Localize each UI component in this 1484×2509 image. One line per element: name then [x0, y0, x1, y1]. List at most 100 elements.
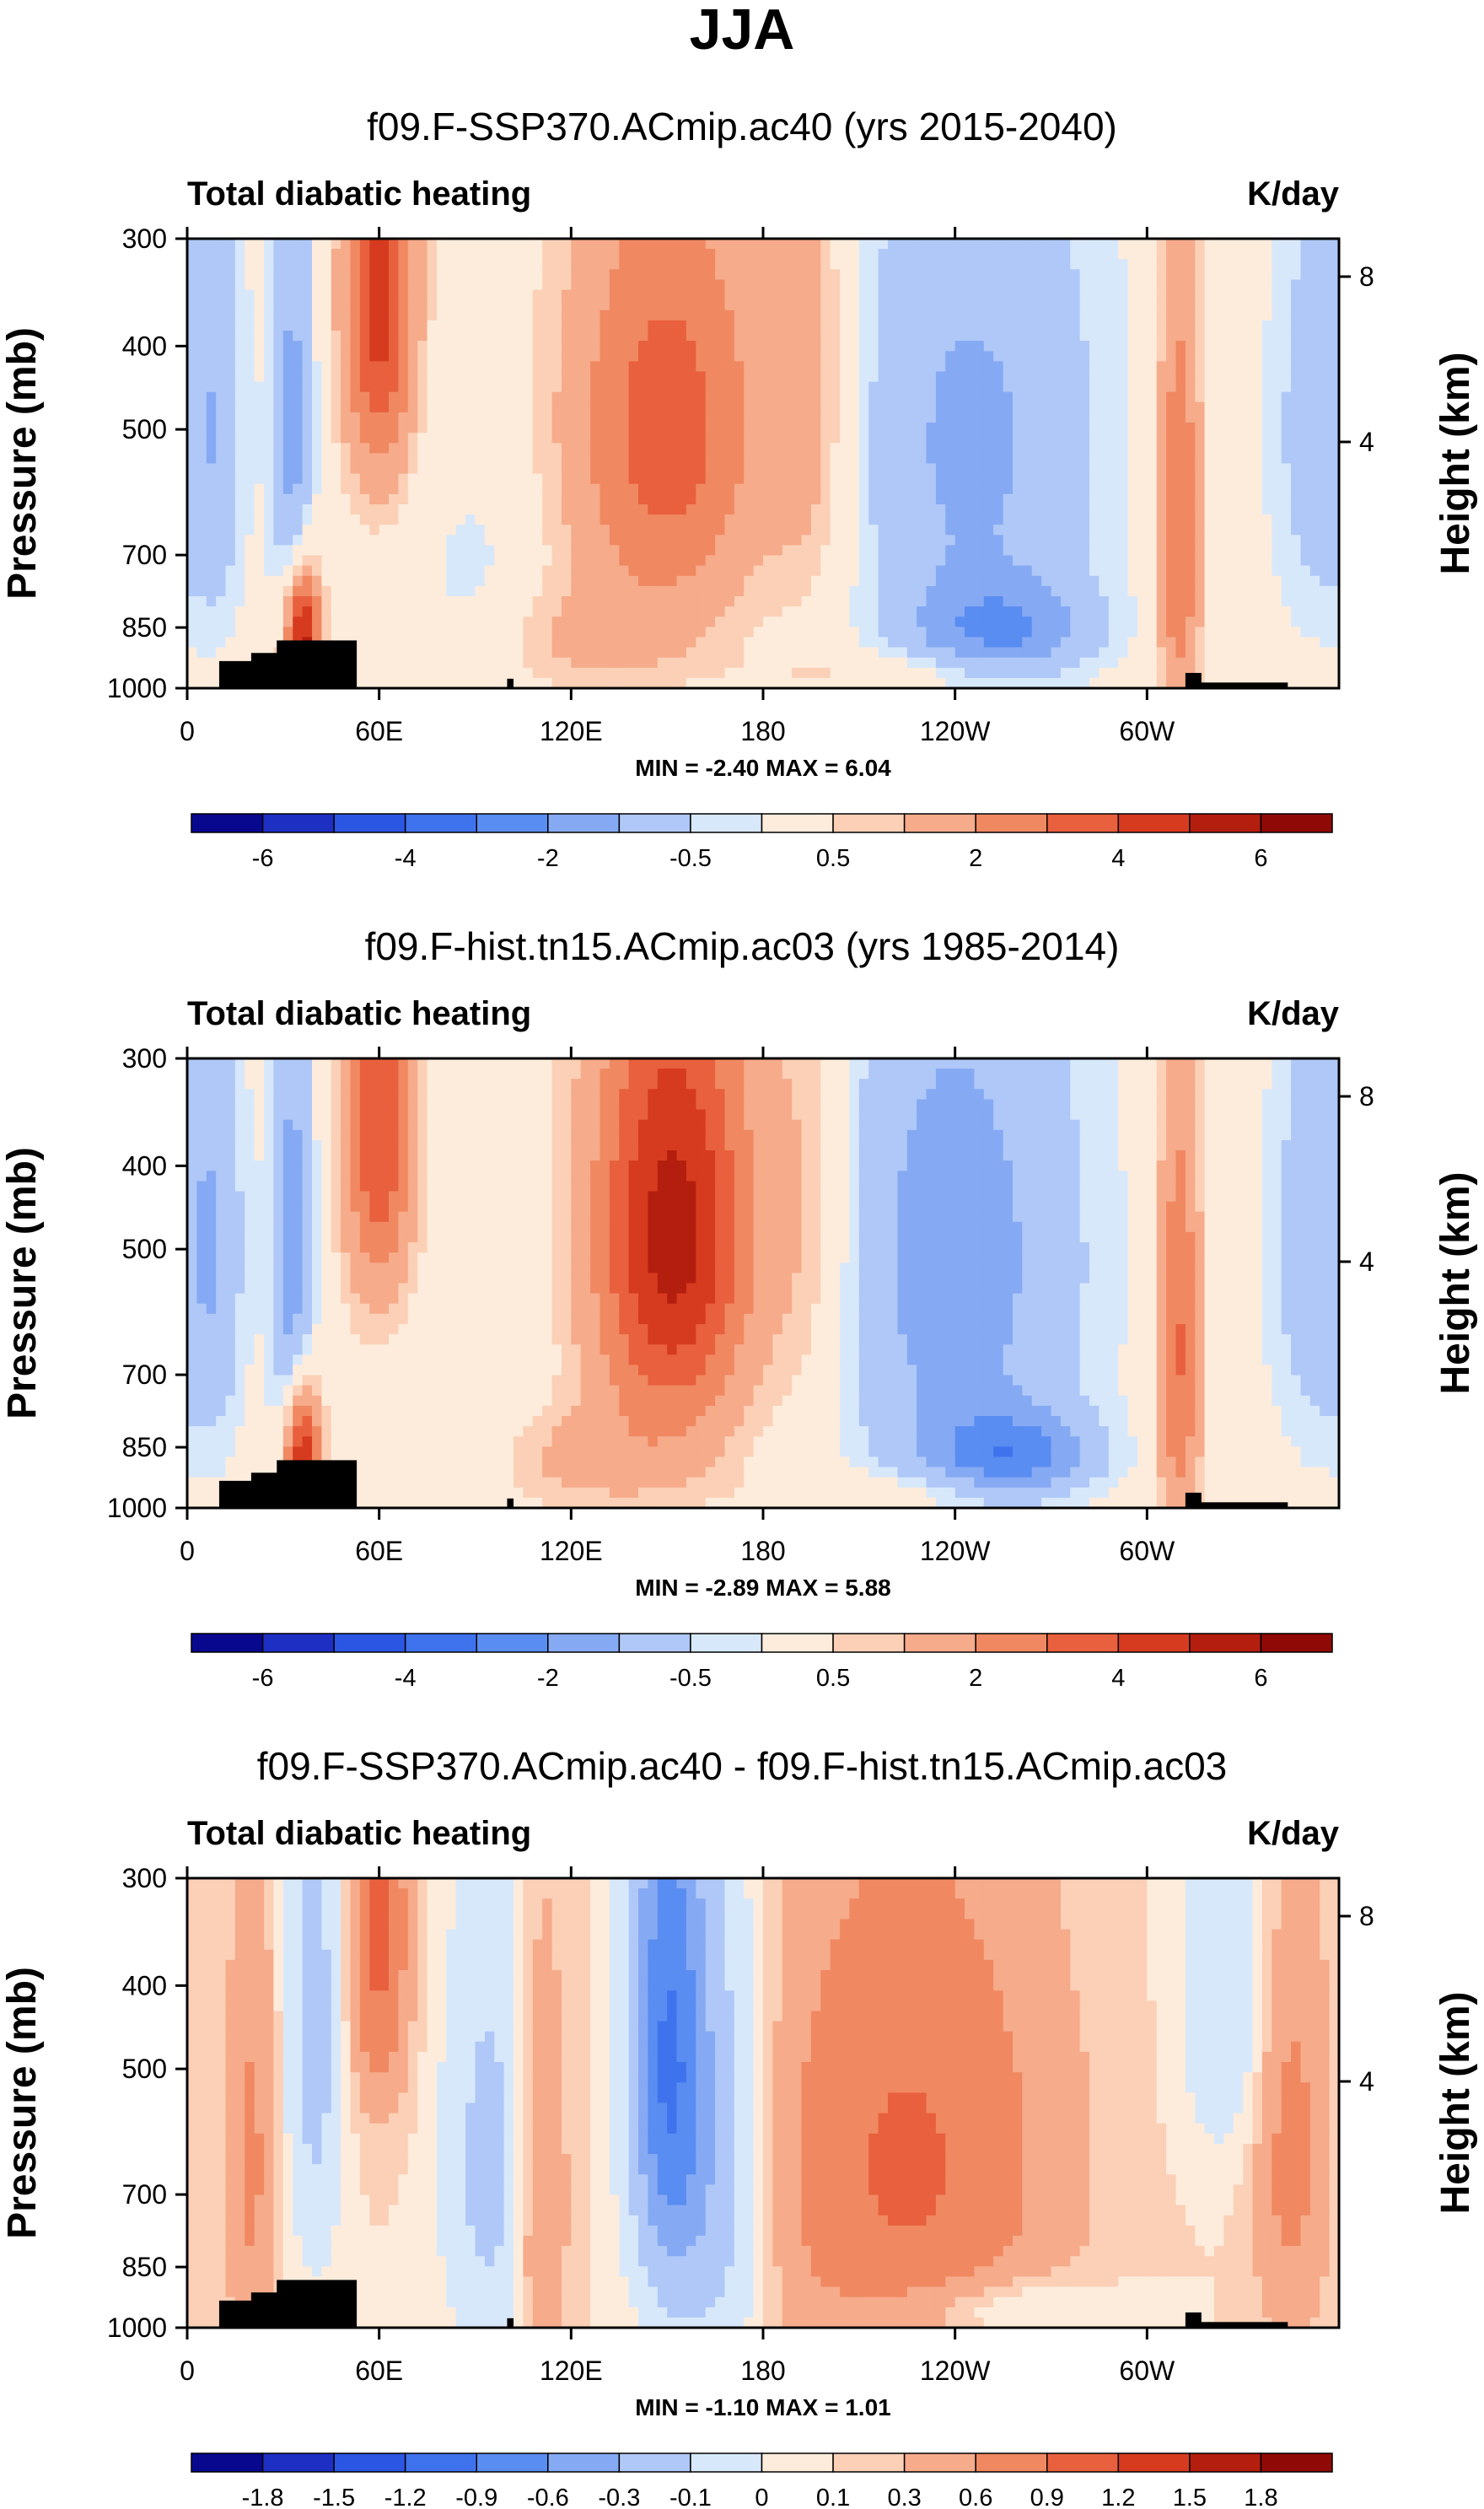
field-cell — [830, 341, 841, 352]
field-cell — [302, 391, 313, 403]
field-cell — [264, 545, 275, 557]
field-cell — [801, 249, 812, 260]
field-cell — [753, 401, 764, 413]
field-cell — [187, 341, 197, 352]
field-cell — [465, 575, 476, 587]
field-cell — [782, 381, 793, 393]
field-cell — [772, 351, 783, 362]
field-cell — [446, 483, 457, 495]
field-cell — [1127, 299, 1138, 311]
field-cell — [1118, 473, 1129, 485]
field-cell — [282, 371, 293, 383]
field-cell — [638, 351, 648, 362]
field-cell — [648, 637, 659, 649]
field-cell — [245, 575, 255, 587]
field-cell — [465, 289, 476, 301]
field-cell — [945, 545, 956, 557]
field-cell — [638, 391, 648, 403]
field-cell — [321, 627, 332, 638]
field-cell — [705, 249, 716, 260]
field-cell — [926, 381, 937, 393]
field-cell — [455, 637, 466, 649]
field-cell — [1185, 606, 1196, 617]
field-cell — [993, 433, 1004, 444]
field-cell — [1060, 535, 1071, 546]
field-cell — [1108, 401, 1119, 413]
field-cell — [686, 310, 696, 321]
field-cell — [427, 575, 438, 587]
field-cell — [1329, 545, 1339, 557]
field-cell — [580, 657, 591, 669]
field-cell — [1320, 453, 1331, 465]
field-cell — [1261, 391, 1272, 403]
field-cell — [1118, 401, 1129, 413]
field-cell — [312, 627, 322, 638]
field-cell — [321, 320, 332, 331]
field-cell — [196, 585, 207, 597]
field-cell — [475, 391, 486, 403]
field-cell — [1320, 606, 1331, 617]
field-cell — [1214, 239, 1224, 250]
field-cell — [282, 381, 293, 393]
field-cell — [792, 606, 803, 617]
field-cell — [225, 647, 236, 659]
field-cell — [744, 525, 755, 536]
field-cell — [676, 657, 687, 669]
field-cell — [465, 259, 476, 270]
field-cell — [1214, 279, 1224, 291]
field-cell — [446, 412, 457, 423]
field-cell — [1214, 525, 1224, 536]
field-cell — [206, 657, 217, 669]
field-cell — [878, 627, 889, 638]
field-cell — [1089, 412, 1100, 423]
field-cell — [523, 412, 534, 423]
field-cell — [302, 289, 313, 301]
field-cell — [715, 545, 726, 557]
field-cell — [225, 249, 236, 260]
field-cell — [417, 433, 428, 444]
field-cell — [676, 647, 687, 659]
field-cell — [917, 575, 928, 587]
field-cell — [628, 361, 639, 373]
field-cell — [888, 289, 898, 301]
field-cell — [897, 504, 908, 515]
field-cell — [772, 279, 783, 291]
field-cell — [1233, 493, 1244, 505]
field-cell — [696, 443, 707, 454]
field-cell — [513, 596, 524, 607]
field-cell — [724, 249, 735, 260]
field-cell — [1137, 606, 1148, 617]
field-cell — [369, 555, 380, 567]
field-cell — [1060, 351, 1071, 362]
field-cell — [1127, 320, 1138, 331]
field-cell — [1309, 616, 1320, 627]
field-cell — [475, 269, 486, 280]
field-cell — [455, 575, 466, 587]
field-cell — [273, 525, 284, 536]
field-cell — [1031, 381, 1042, 393]
field-cell — [792, 483, 803, 495]
field-cell — [234, 555, 245, 567]
field-cell — [638, 575, 648, 587]
field-cell — [1041, 606, 1052, 617]
field-cell — [1108, 525, 1119, 536]
field-cell — [1089, 575, 1100, 587]
field-cell — [935, 453, 946, 465]
field-cell — [897, 371, 908, 383]
field-cell — [1022, 493, 1033, 505]
field-cell — [1195, 341, 1206, 352]
field-cell — [792, 473, 803, 485]
field-cell — [734, 473, 745, 485]
field-cell — [1185, 504, 1196, 515]
field-cell — [868, 637, 879, 649]
field-cell — [782, 279, 793, 291]
field-cell — [1022, 504, 1033, 515]
field-cell — [1223, 279, 1234, 291]
field-cell — [619, 627, 630, 638]
field-cell — [1252, 371, 1263, 383]
field-cell — [562, 412, 572, 423]
field-cell — [935, 299, 946, 311]
field-cell — [437, 331, 447, 342]
field-cell — [906, 269, 917, 280]
field-cell — [331, 525, 341, 536]
